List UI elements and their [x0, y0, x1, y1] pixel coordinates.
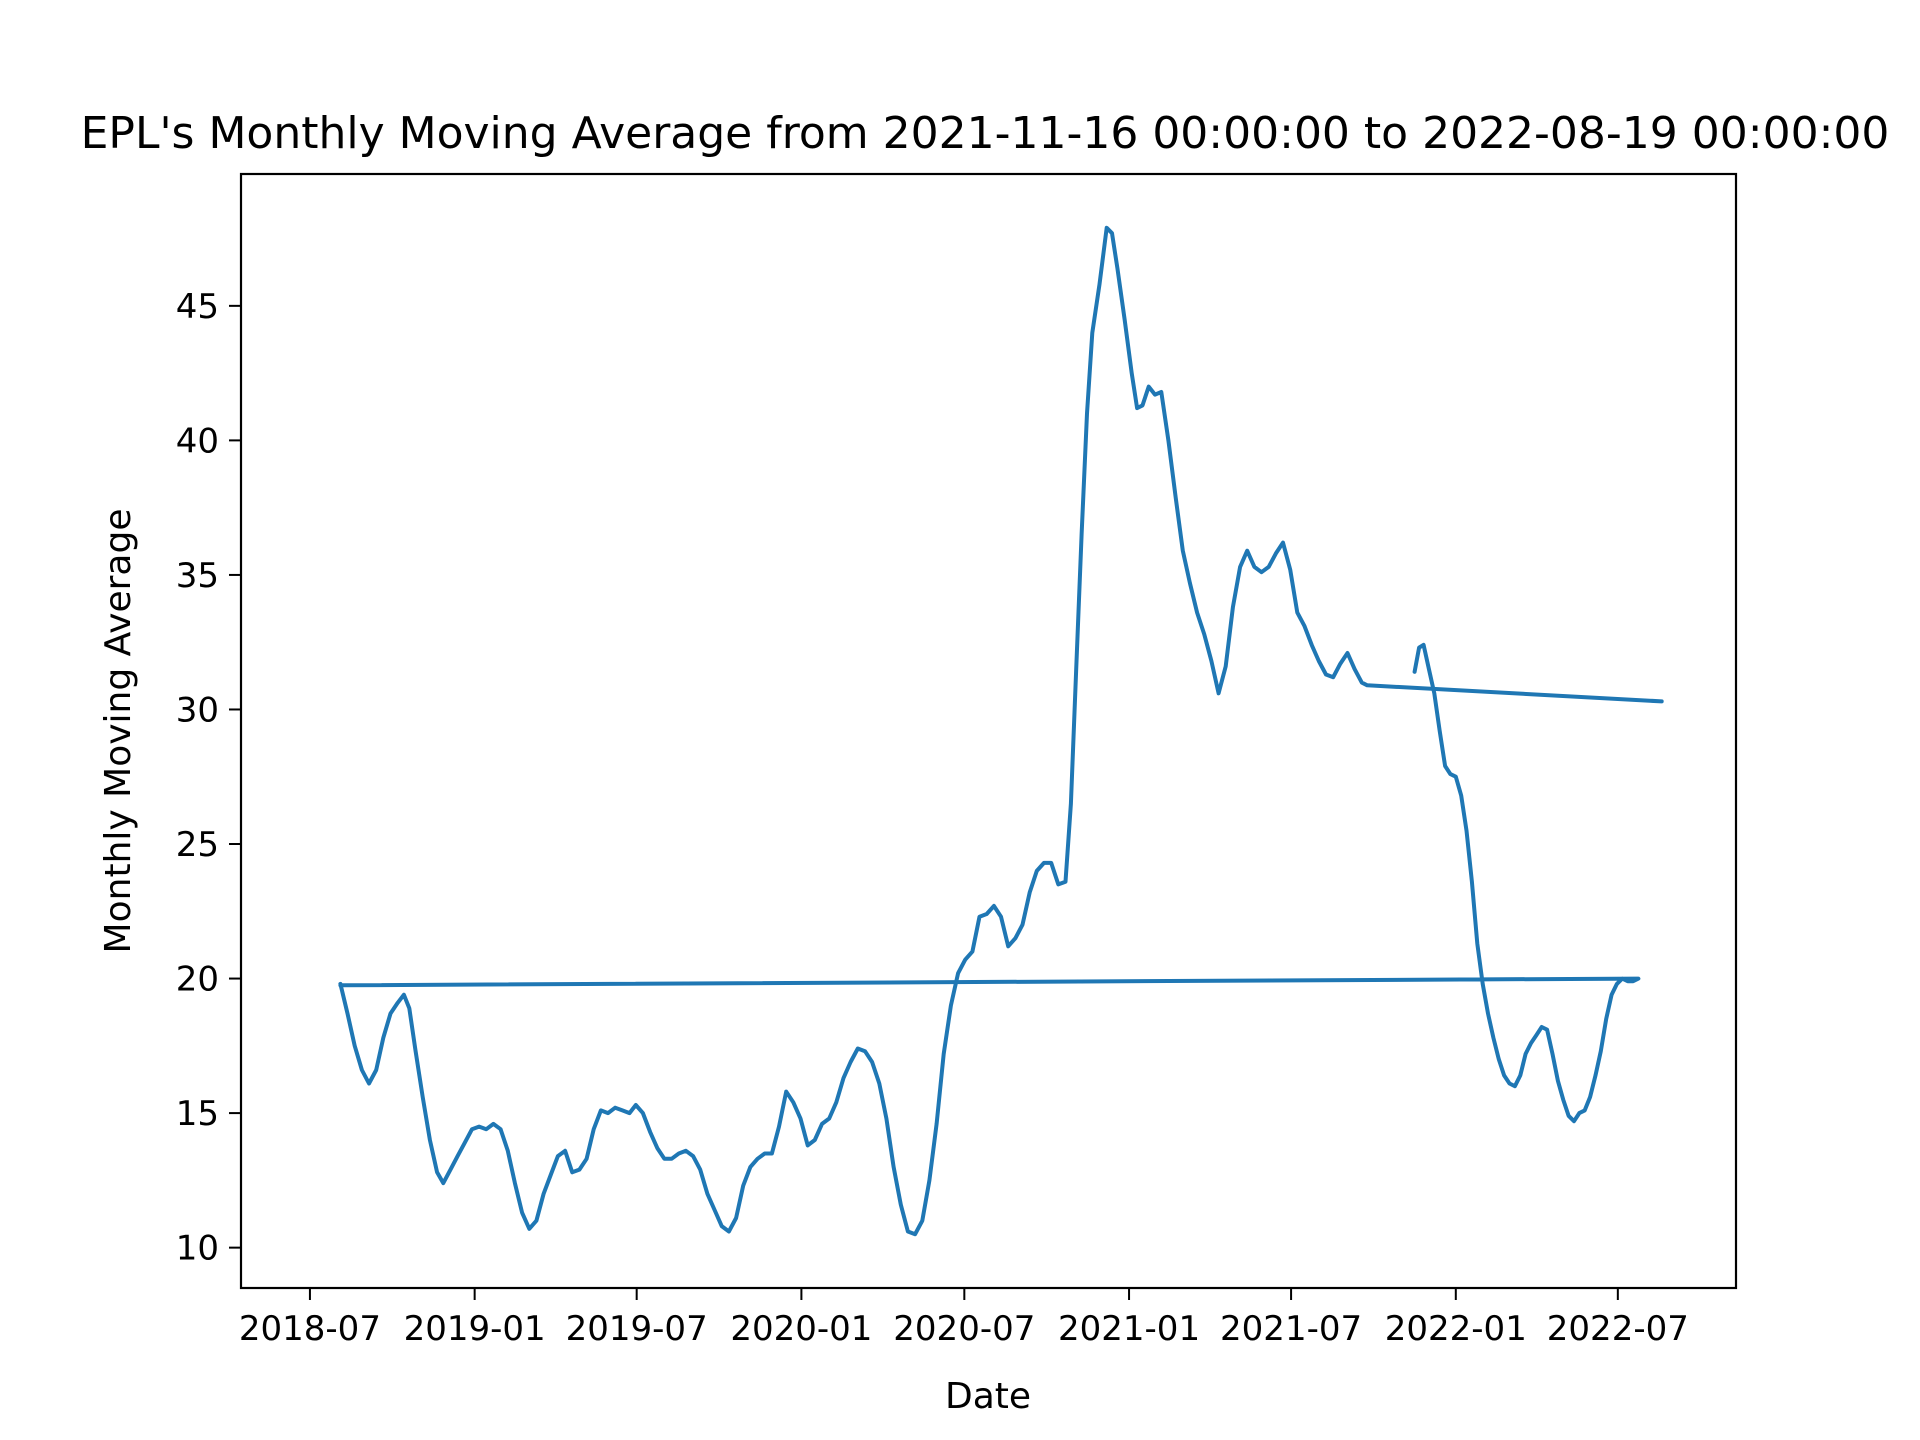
y-axis: 10 15 20 25 30 35 40 45: [176, 287, 241, 1269]
series-line-1: [338, 225, 1664, 1237]
chart-title: EPL's Monthly Moving Average from 2021-1…: [81, 108, 1890, 159]
y-tick-label: 45: [176, 287, 219, 327]
y-tick-label: 20: [176, 960, 219, 1000]
x-tick-label: 2021-01: [1058, 1309, 1200, 1349]
x-tick-label: 2020-01: [730, 1309, 872, 1349]
y-tick-label: 25: [176, 825, 219, 865]
y-tick-label: 15: [176, 1094, 219, 1134]
series-layer: [338, 225, 1664, 1237]
x-tick-label: 2020-07: [893, 1309, 1035, 1349]
x-tick-label: 2022-01: [1385, 1309, 1527, 1349]
series-line-2: [338, 642, 1641, 1124]
y-tick-label: 35: [176, 556, 219, 596]
plot-area-frame: [239, 172, 1738, 1290]
x-axis-label: Date: [945, 1376, 1031, 1417]
y-tick-label: 40: [176, 421, 219, 461]
y-axis-label: Monthly Moving Average: [98, 509, 139, 954]
x-tick-label: 2019-07: [566, 1309, 708, 1349]
y-tick-label: 10: [176, 1229, 219, 1269]
x-tick-label: 2021-07: [1220, 1309, 1362, 1349]
x-tick-label: 2018-07: [239, 1309, 381, 1349]
x-tick-label: 2019-01: [404, 1309, 546, 1349]
x-axis: 2018-07 2019-01 2019-07 2020-01 2020-07 2021-…: [239, 1288, 1689, 1349]
y-tick-label: 30: [176, 690, 219, 730]
x-tick-label: 2022-07: [1547, 1309, 1689, 1349]
